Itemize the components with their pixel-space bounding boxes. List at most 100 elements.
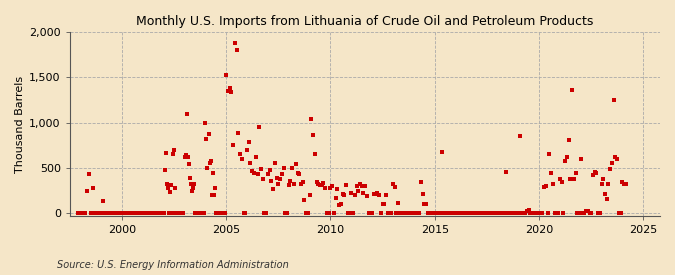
Point <box>456 211 466 216</box>
Point <box>475 211 485 216</box>
Point <box>245 161 256 165</box>
Point <box>254 125 265 130</box>
Point <box>149 211 160 216</box>
Point <box>587 173 598 178</box>
Point <box>489 211 500 216</box>
Point <box>431 211 442 216</box>
Point <box>306 117 317 121</box>
Point <box>547 182 558 187</box>
Point <box>335 202 346 207</box>
Point <box>181 111 192 116</box>
Point <box>506 211 516 216</box>
Point <box>142 211 153 216</box>
Point <box>79 211 90 216</box>
Point <box>546 170 557 175</box>
Point <box>287 166 298 170</box>
Point <box>374 193 385 197</box>
Point <box>161 182 172 187</box>
Point <box>495 211 506 216</box>
Point <box>608 98 619 102</box>
Point <box>402 211 412 216</box>
Point <box>221 72 232 77</box>
Point <box>586 211 597 216</box>
Point <box>81 189 92 193</box>
Point <box>318 180 329 185</box>
Point <box>304 193 315 197</box>
Point <box>271 176 282 180</box>
Point <box>509 211 520 216</box>
Point <box>177 211 188 216</box>
Point <box>158 211 169 216</box>
Point <box>549 211 560 216</box>
Point <box>169 186 180 190</box>
Point <box>92 211 103 216</box>
Point <box>102 211 113 216</box>
Point <box>182 155 193 160</box>
Point <box>207 193 217 197</box>
Point <box>574 211 585 216</box>
Point <box>152 211 163 216</box>
Point <box>311 180 322 184</box>
Point <box>259 211 270 216</box>
Point <box>138 211 149 216</box>
Point <box>522 208 533 213</box>
Point <box>284 183 294 188</box>
Point <box>104 211 115 216</box>
Point <box>447 211 458 216</box>
Point <box>577 211 588 216</box>
Point <box>209 186 220 190</box>
Y-axis label: Thousand Barrels: Thousand Barrels <box>15 76 25 173</box>
Point <box>478 211 489 216</box>
Point <box>410 211 421 216</box>
Point <box>201 137 212 141</box>
Point <box>302 211 313 216</box>
Point <box>100 211 111 216</box>
Point <box>578 211 589 216</box>
Point <box>268 187 279 191</box>
Point <box>363 211 374 216</box>
Point <box>525 211 536 216</box>
Point <box>572 211 583 216</box>
Point <box>140 211 151 216</box>
Point <box>134 211 145 216</box>
Point <box>219 211 230 216</box>
Point <box>96 211 107 216</box>
Point <box>377 201 388 206</box>
Point <box>323 211 334 216</box>
Point <box>607 161 618 165</box>
Point <box>315 183 325 188</box>
Point <box>296 182 306 187</box>
Point <box>179 155 190 160</box>
Point <box>551 211 562 216</box>
Point <box>167 152 178 157</box>
Point <box>226 90 237 94</box>
Point <box>408 211 419 216</box>
Point <box>537 211 548 216</box>
Point <box>269 161 280 165</box>
Point <box>427 211 438 216</box>
Point <box>362 194 373 199</box>
Point <box>556 180 567 184</box>
Point <box>523 208 534 212</box>
Point <box>329 211 340 216</box>
Point <box>539 185 549 189</box>
Point <box>532 211 543 216</box>
Point <box>338 191 348 196</box>
Point <box>128 211 139 216</box>
Point <box>144 211 155 216</box>
Point <box>297 180 308 184</box>
Point <box>235 152 246 157</box>
Point <box>598 177 609 181</box>
Point <box>194 211 205 216</box>
Point <box>477 211 487 216</box>
Point <box>199 211 210 216</box>
Point <box>184 176 195 180</box>
Point <box>406 211 417 216</box>
Point <box>412 211 423 216</box>
Point <box>327 184 338 188</box>
Point <box>365 211 376 216</box>
Point <box>197 211 208 216</box>
Point <box>196 211 207 216</box>
Point <box>429 211 440 216</box>
Point <box>83 172 94 177</box>
